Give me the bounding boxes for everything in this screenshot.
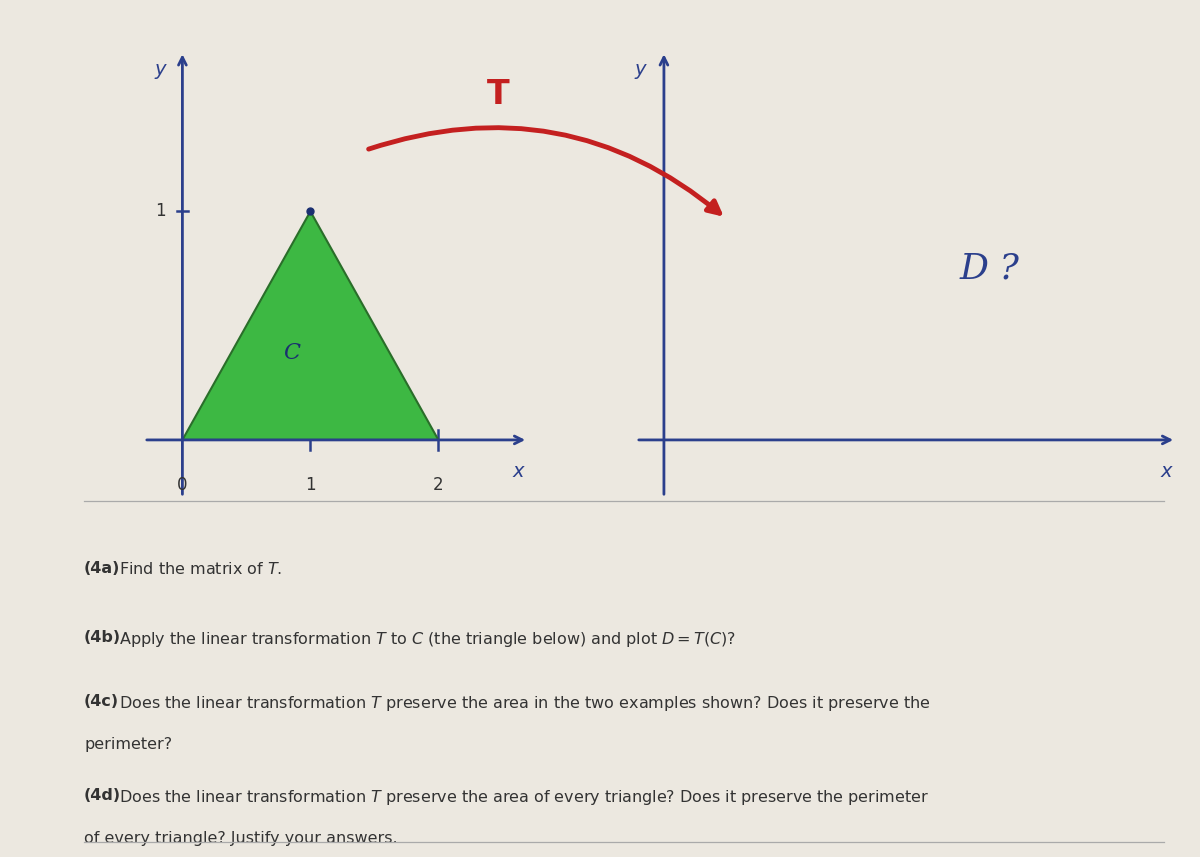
Text: y: y	[155, 60, 167, 79]
Polygon shape	[182, 212, 438, 440]
Text: C: C	[283, 342, 300, 364]
Text: Does the linear transformation $T$ preserve the area in the two examples shown? : Does the linear transformation $T$ prese…	[114, 694, 930, 713]
Text: (4d): (4d)	[84, 788, 121, 804]
Text: (4c): (4c)	[84, 694, 119, 710]
Text: Does the linear transformation $T$ preserve the area of every triangle? Does it : Does the linear transformation $T$ prese…	[114, 788, 929, 807]
Text: Apply the linear transformation $T$ to $C$ (the triangle below) and plot $D = T(: Apply the linear transformation $T$ to $…	[114, 630, 736, 649]
Text: 0: 0	[178, 476, 187, 494]
Text: Find the matrix of $T$.: Find the matrix of $T$.	[114, 561, 282, 578]
Text: 1: 1	[305, 476, 316, 494]
Text: perimeter?: perimeter?	[84, 737, 172, 752]
Text: D ?: D ?	[960, 251, 1020, 285]
Text: (4a): (4a)	[84, 561, 120, 577]
Text: (4b): (4b)	[84, 630, 121, 645]
Text: T: T	[487, 78, 509, 111]
Text: x: x	[1160, 463, 1172, 482]
Text: 1: 1	[155, 202, 166, 220]
Text: of every triangle? Justify your answers.: of every triangle? Justify your answers.	[84, 831, 397, 847]
Text: 2: 2	[433, 476, 444, 494]
Text: y: y	[635, 60, 647, 79]
Text: x: x	[512, 463, 523, 482]
